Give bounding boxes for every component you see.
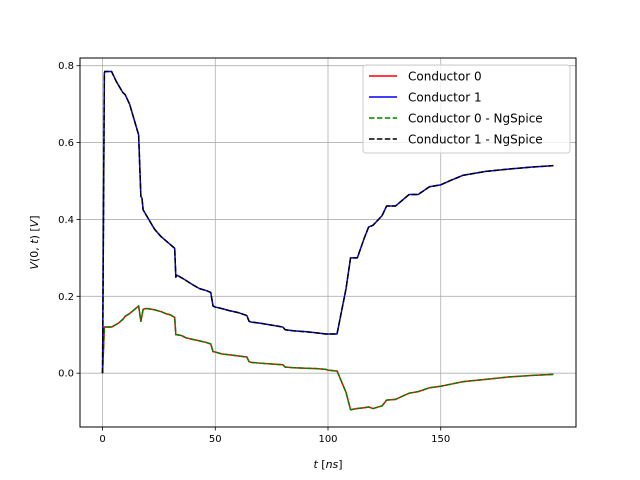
y-tick-label: 0.0 — [58, 369, 74, 380]
series-group — [101, 70, 554, 411]
legend: Conductor 0 Conductor 1 Conductor 0 - NgSp… — [362, 64, 571, 154]
legend-label-conductor-0: Conductor 0 — [408, 69, 482, 83]
y-tick-label: 0.6 — [58, 138, 74, 149]
x-tick-label: 50 — [209, 434, 222, 445]
y-tick-label: 0.4 — [58, 215, 74, 226]
y-tick-label: 0.8 — [58, 61, 74, 72]
y-axis-label: V(0, t) [V] — [28, 215, 41, 269]
legend-box — [362, 64, 571, 154]
legend-label-conductor-1-ngspice: Conductor 1 - NgSpice — [408, 132, 543, 146]
x-tick-label: 150 — [431, 434, 450, 445]
x-tick-label: 0 — [99, 434, 105, 445]
x-axis-label: t [ns] — [313, 458, 342, 471]
axis-ticks: 0 50 100 150 0.0 0.2 0.4 0.6 0.8 — [58, 61, 450, 445]
legend-label-conductor-0-ngspice: Conductor 0 - NgSpice — [408, 111, 543, 125]
series-line-conductor-0-ngspice — [101, 305, 554, 411]
series-line-conductor-1-ngspice — [101, 70, 554, 374]
legend-label-conductor-1: Conductor 1 — [408, 90, 482, 104]
x-tick-label: 100 — [318, 434, 337, 445]
y-tick-label: 0.2 — [58, 292, 74, 303]
